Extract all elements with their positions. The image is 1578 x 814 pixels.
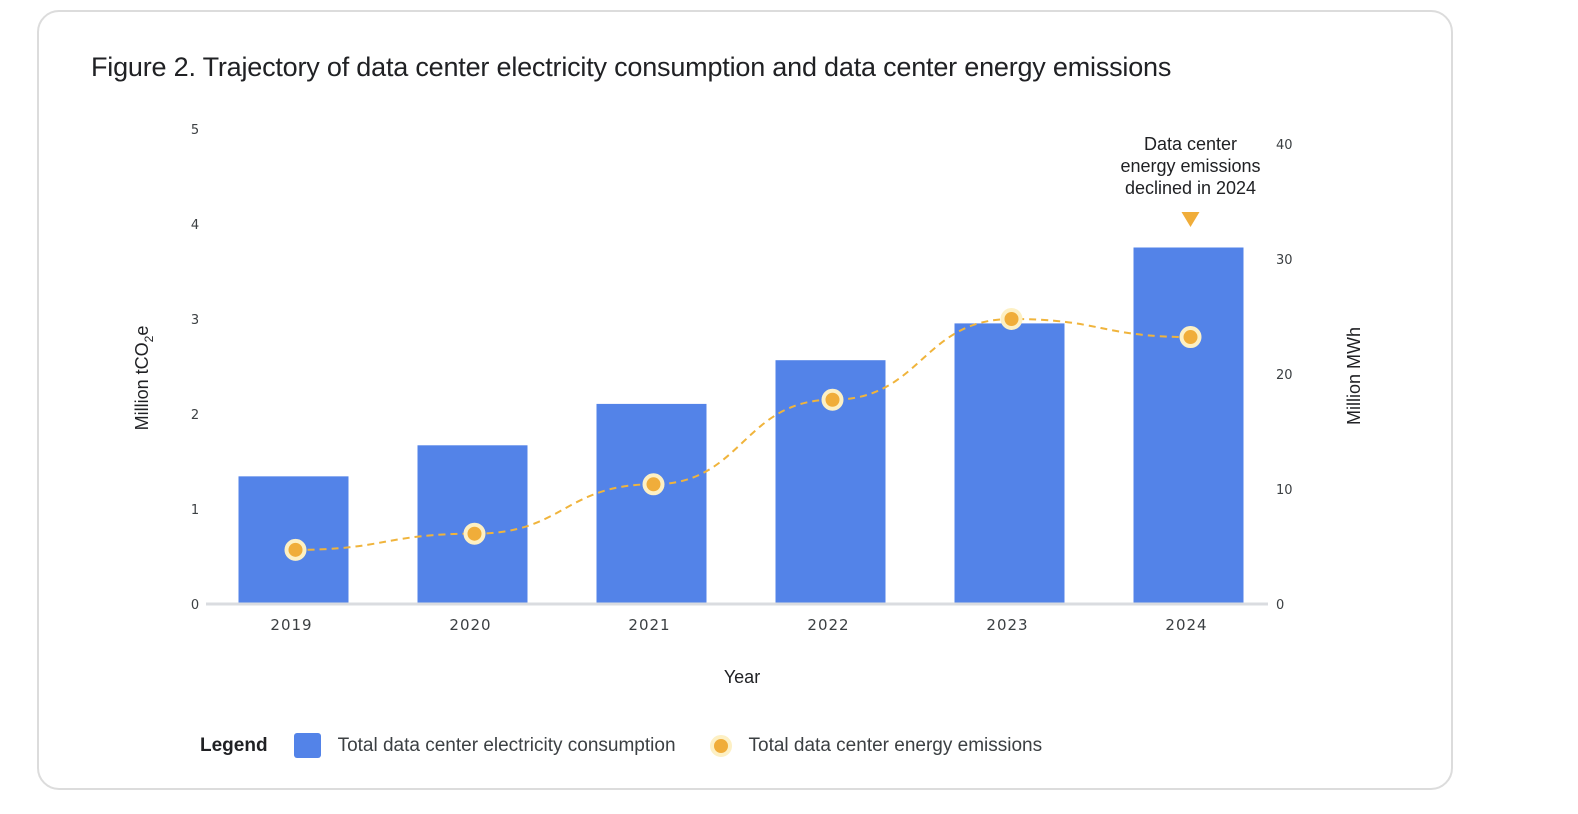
bar-2024 (1133, 247, 1244, 604)
right-tick-0: 0 (1276, 598, 1284, 613)
left-tick-0: 0 (191, 598, 199, 613)
right-tick-20: 20 (1276, 368, 1293, 383)
left-tick-2: 2 (191, 408, 199, 423)
point-2024 (1179, 326, 1202, 349)
annotation-line: energy emissions (1120, 156, 1260, 176)
point-2019 (284, 538, 307, 561)
legend-bar-swatch (293, 733, 321, 758)
x-tick-2022: 2022 (807, 616, 849, 634)
left-axis-label: Million tCO2e (132, 326, 156, 431)
legend-dot-swatch (709, 734, 732, 757)
x-tick-2019: 2019 (270, 616, 312, 634)
left-tick-1: 1 (191, 503, 199, 518)
bar-2021 (596, 403, 707, 604)
x-tick-2021: 2021 (628, 616, 670, 634)
left-tick-5: 5 (191, 123, 199, 138)
legend: Legend Total data center electricity con… (200, 733, 1042, 758)
point-2021 (642, 473, 665, 496)
right-tick-40: 40 (1276, 138, 1293, 153)
chart-card (37, 10, 1453, 790)
right-tick-30: 30 (1276, 253, 1293, 268)
annotation-line: declined in 2024 (1125, 178, 1256, 198)
legend-line-label: Total data center energy emissions (748, 734, 1043, 756)
point-2023 (1000, 308, 1023, 330)
point-2022 (821, 388, 844, 411)
right-axis-label: Million MWh (1344, 327, 1364, 425)
legend-bar-label: Total data center electricity consumptio… (337, 734, 676, 756)
x-axis-label: Year (724, 667, 760, 687)
x-tick-2020: 2020 (449, 616, 491, 634)
x-tick-2023: 2023 (986, 616, 1028, 634)
annotation-line: Data center (1144, 134, 1237, 154)
right-tick-10: 10 (1276, 483, 1293, 498)
left-tick-4: 4 (191, 218, 199, 233)
point-2020 (463, 522, 486, 545)
left-tick-3: 3 (191, 313, 199, 328)
legend-title: Legend (200, 734, 268, 756)
annotation-arrow-icon (1181, 212, 1200, 227)
emissions-line (295, 317, 1191, 551)
bar-2023 (954, 323, 1065, 604)
x-tick-2024: 2024 (1165, 616, 1207, 634)
chart-title: Figure 2. Trajectory of data center elec… (91, 52, 1172, 82)
